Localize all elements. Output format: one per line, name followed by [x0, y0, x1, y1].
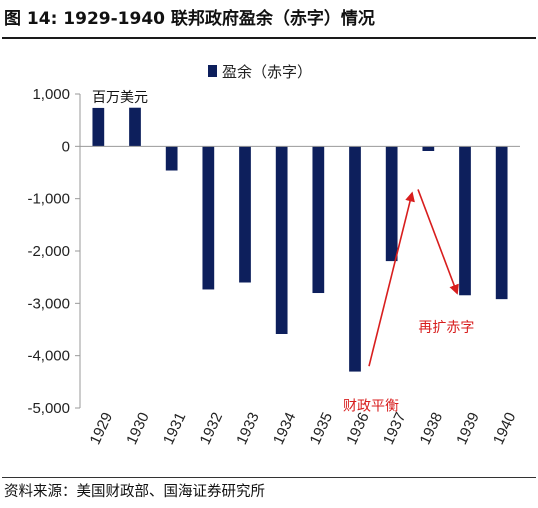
x-tick-label: 1934: [270, 410, 300, 447]
bar-series: [92, 107, 508, 372]
bar-1930: [129, 107, 141, 147]
bar-1933: [239, 146, 251, 283]
x-tick-label: 1940: [490, 410, 520, 447]
bar-1936: [349, 146, 361, 372]
y-tick-label: -3,000: [27, 295, 70, 312]
bar-chart: 盈余（赤字） 百万美元 1,000 0 -1,000 -2,000 -3,000 -4,0…: [27, 63, 520, 447]
y-axis: 1,000 0 -1,000 -2,000 -3,000 -4,000 -5,000: [27, 86, 81, 417]
x-tick-label: 1939: [453, 410, 483, 447]
title-divider: [2, 37, 536, 39]
y-tick-label: -1,000: [27, 191, 70, 208]
x-tick-label: 1938: [417, 410, 447, 447]
figure-title: 图 14: 1929-1940 联邦政府盈余（赤字）情况: [4, 9, 375, 29]
x-tick-label: 1932: [197, 410, 227, 447]
x-tick-label: 1930: [123, 410, 153, 447]
legend-label: 盈余（赤字）: [222, 63, 312, 81]
x-tick-label: 1933: [233, 410, 263, 447]
annotation-redeficit: 再扩赤字: [418, 320, 474, 336]
bar-1937: [385, 146, 398, 262]
bar-1931: [165, 146, 178, 171]
legend-swatch: [208, 65, 217, 77]
bar-1935: [312, 146, 325, 294]
x-axis: 1929 1930 1931 1932 1933 1934 1935 1936 1937 1938…: [80, 145, 520, 447]
x-tick-label: 1936: [343, 410, 373, 447]
annotation-balance: 财政平衡: [343, 399, 399, 415]
y-tick-label: -4,000: [27, 348, 70, 365]
y-tick-label: 1,000: [32, 86, 70, 103]
bar-1934: [275, 146, 288, 335]
x-tick-label: 1935: [307, 410, 337, 447]
bar-1932: [202, 146, 215, 290]
y-unit-label: 百万美元: [92, 90, 148, 106]
y-tick-label: -2,000: [27, 243, 70, 260]
source-note: 资料来源：美国财政部、国海证券研究所: [4, 484, 265, 500]
deficit-arrow: [417, 189, 459, 295]
balance-arrow: [368, 191, 415, 367]
chart-annotations: 财政平衡 再扩赤字: [343, 189, 474, 415]
x-tick-label: 1937: [380, 410, 410, 447]
bar-1939: [459, 146, 471, 296]
x-tick-label: 1931: [160, 410, 190, 447]
chart-legend: 盈余（赤字）: [208, 63, 312, 81]
bar-1940: [495, 146, 508, 300]
x-tick-label: 1929: [87, 410, 117, 447]
bar-1929: [92, 107, 105, 147]
source-divider: [2, 477, 536, 478]
y-tick-label: 0: [62, 138, 70, 155]
y-tick-label: -5,000: [27, 400, 70, 417]
bar-1938: [422, 146, 435, 151]
